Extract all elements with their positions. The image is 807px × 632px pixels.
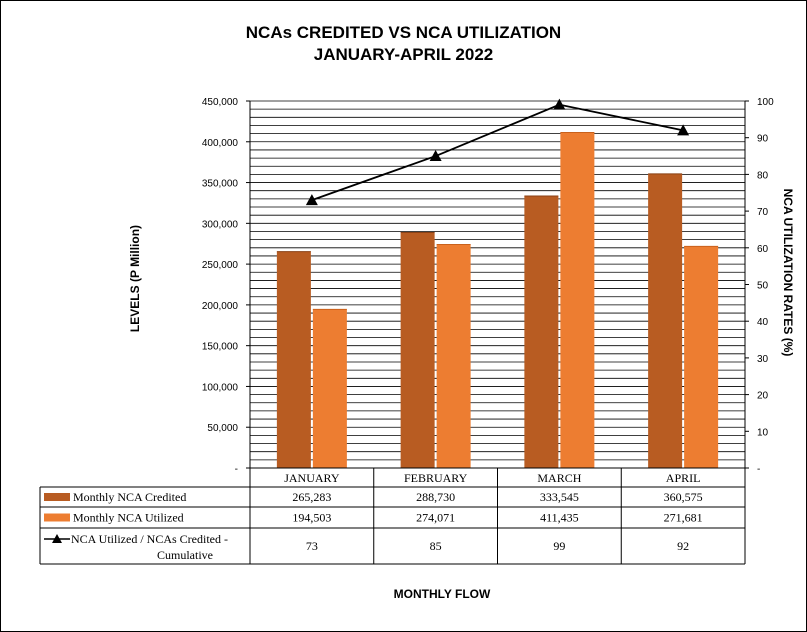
table-cell-value: 271,681 bbox=[664, 511, 703, 525]
y2-tick-label: 90 bbox=[757, 134, 769, 145]
utilization-line bbox=[311, 103, 684, 201]
y2-tick-label: 50 bbox=[757, 281, 769, 292]
bar-credited bbox=[276, 251, 311, 468]
legend-triangle-icon bbox=[52, 534, 62, 543]
y2-axis-title: NCA UTILIZATION RATES (%) bbox=[781, 189, 795, 357]
y-tick-label: 150,000 bbox=[202, 342, 239, 353]
triangle-marker bbox=[553, 98, 566, 110]
y2-tick-label: 20 bbox=[757, 391, 769, 402]
triangle-marker bbox=[429, 150, 442, 162]
y2-tick-label: 60 bbox=[757, 244, 769, 255]
legend-label: Monthly NCA Utilized bbox=[73, 511, 184, 525]
y-axis-title: LEVELS (P Million) bbox=[128, 225, 142, 332]
y2-tick-label: 100 bbox=[757, 97, 774, 108]
chart-title: NCAs CREDITED VS NCA UTILIZATION bbox=[245, 23, 562, 42]
y-tick-label: 250,000 bbox=[202, 260, 239, 271]
y2-tick-label: 10 bbox=[757, 427, 769, 438]
table-cell-value: 194,503 bbox=[292, 511, 331, 525]
y-tick-label: 50,000 bbox=[207, 423, 238, 434]
y-tick-label: - bbox=[235, 464, 238, 475]
legend-label: Monthly NCA Credited bbox=[73, 490, 186, 504]
legend-label: NCA Utilized / NCAs Credited - bbox=[71, 532, 228, 546]
table-cell-value: 73 bbox=[306, 539, 318, 553]
bar-utilized bbox=[312, 309, 347, 468]
y-tick-label: 300,000 bbox=[202, 219, 239, 230]
table-cell-value: 411,435 bbox=[540, 511, 579, 525]
legend-swatch bbox=[44, 493, 70, 501]
y2-tick-label: - bbox=[757, 464, 760, 475]
y2-tick-label: 70 bbox=[757, 207, 769, 218]
y2-tick-label: 40 bbox=[757, 317, 769, 328]
y-tick-label: 200,000 bbox=[202, 301, 239, 312]
bar-credited bbox=[400, 232, 435, 468]
y-tick-label: 350,000 bbox=[202, 179, 239, 190]
bar-credited bbox=[648, 173, 683, 468]
chart-subtitle: JANUARY-APRIL 2022 bbox=[313, 45, 494, 64]
table-cell-value: 265,283 bbox=[292, 490, 331, 504]
legend-label: Cumulative bbox=[157, 548, 213, 562]
table-cell-value: 360,575 bbox=[664, 490, 703, 504]
y-tick-label: 400,000 bbox=[202, 138, 239, 149]
x-category-label: FEBRUARY bbox=[404, 471, 468, 485]
triangle-marker bbox=[677, 124, 690, 136]
x-category-label: MARCH bbox=[537, 471, 581, 485]
y-tick-label: 450,000 bbox=[202, 97, 239, 108]
bar-utilized bbox=[436, 244, 471, 468]
y2-tick-label: 30 bbox=[757, 354, 769, 365]
table-cell-value: 288,730 bbox=[416, 490, 455, 504]
bar-credited bbox=[524, 195, 559, 468]
table-cell-value: 92 bbox=[677, 539, 689, 553]
y2-tick-label: 80 bbox=[757, 170, 769, 181]
table-cell-value: 274,071 bbox=[416, 511, 455, 525]
x-axis-title: MONTHLY FLOW bbox=[394, 587, 491, 601]
bar-utilized bbox=[684, 246, 719, 468]
legend-swatch bbox=[44, 513, 70, 522]
x-category-label: JANUARY bbox=[284, 471, 340, 485]
y-tick-label: 100,000 bbox=[202, 382, 239, 393]
table-cell-value: 85 bbox=[430, 539, 442, 553]
bar-utilized bbox=[560, 132, 595, 468]
triangle-marker bbox=[305, 194, 318, 206]
table-cell-value: 99 bbox=[553, 539, 565, 553]
table-cell-value: 333,545 bbox=[540, 490, 579, 504]
x-category-label: APRIL bbox=[666, 471, 701, 485]
